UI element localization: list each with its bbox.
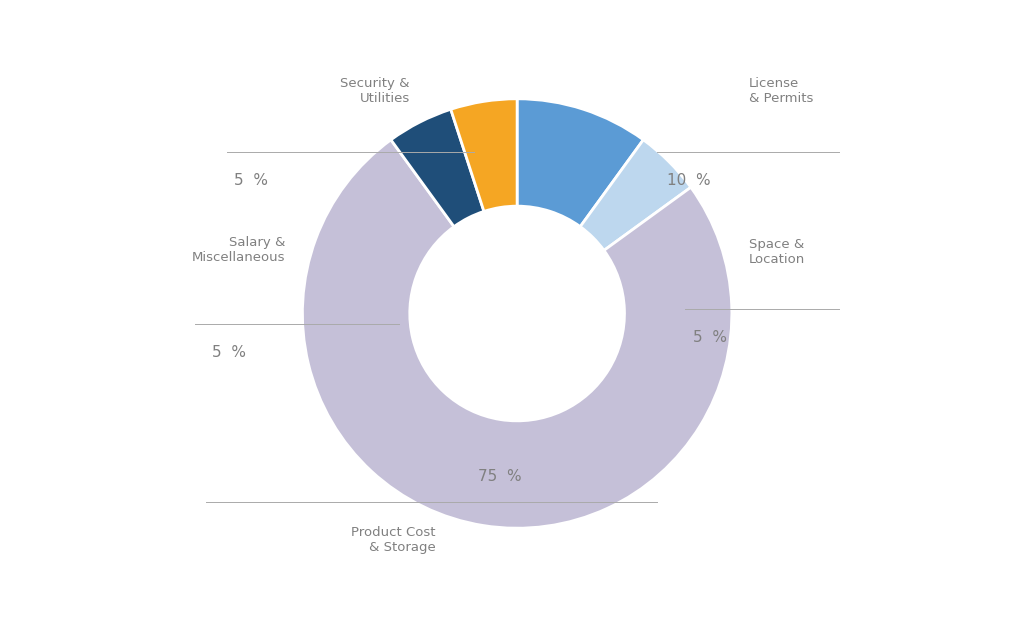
Text: 10  %: 10 %	[668, 173, 711, 188]
Text: Product Cost
& Storage: Product Cost & Storage	[351, 526, 435, 554]
Text: Security &
Utilities: Security & Utilities	[340, 77, 410, 105]
Text: 75  %: 75 %	[478, 469, 522, 484]
Text: License
& Permits: License & Permits	[749, 77, 813, 105]
Text: Salary &
Miscellaneous: Salary & Miscellaneous	[191, 236, 286, 264]
Text: 5  %: 5 %	[233, 173, 267, 188]
Text: Space &
Location: Space & Location	[749, 238, 805, 266]
Wedge shape	[581, 140, 691, 250]
Wedge shape	[302, 140, 732, 528]
Text: 5  %: 5 %	[693, 330, 727, 345]
Wedge shape	[517, 99, 643, 226]
Wedge shape	[451, 99, 517, 211]
Wedge shape	[391, 109, 484, 226]
Text: 5  %: 5 %	[212, 345, 246, 360]
